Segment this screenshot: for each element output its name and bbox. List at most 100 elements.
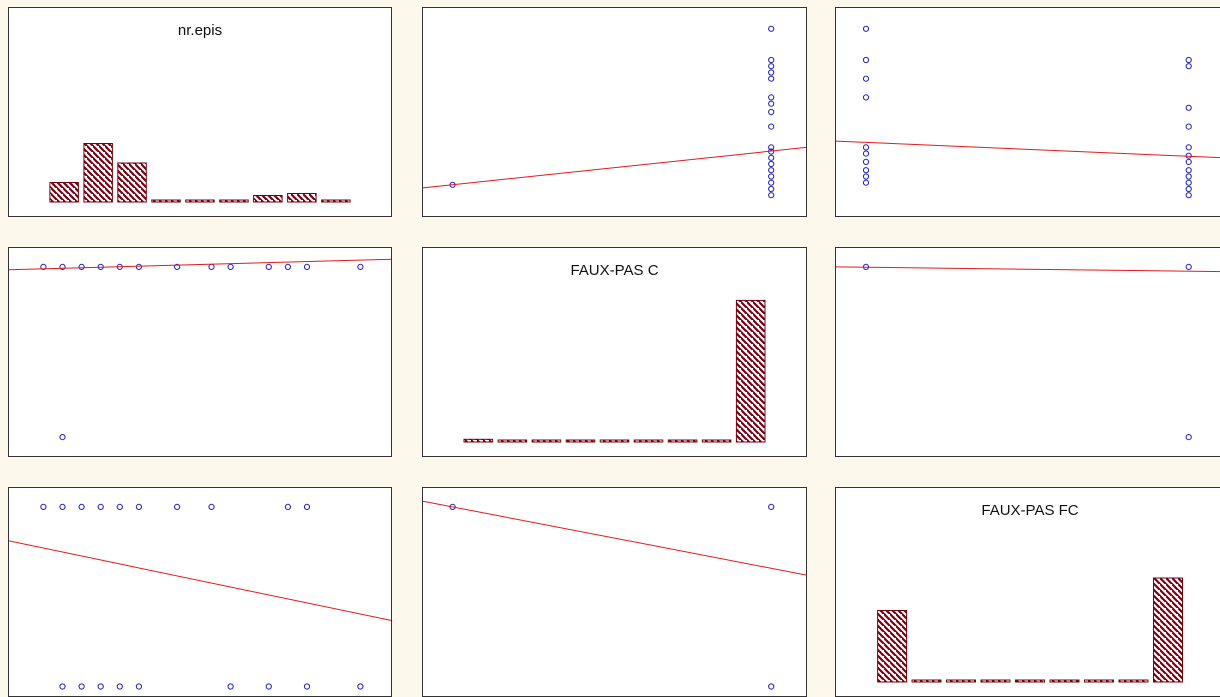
plot-canvas [9,503,391,690]
data-point [862,94,870,101]
bar-5 [185,199,215,203]
data-point [862,56,870,64]
bar-6 [219,199,249,203]
bar-5 [599,439,630,443]
data-point [40,503,47,510]
data-point [1185,123,1192,130]
fit-line [836,140,1220,159]
data-point [97,683,104,690]
data-point [78,503,85,510]
panel-r1c3 [835,7,1220,217]
data-point [40,263,47,270]
data-point [768,173,775,180]
bar-5 [1015,679,1045,683]
data-point [768,167,775,174]
panel-title: FAUX-PAS C [570,262,659,279]
data-point [768,69,775,76]
data-point [1185,179,1192,186]
data-point [135,503,142,510]
plot-canvas [463,299,766,443]
plot-canvas [836,263,1220,441]
data-point [303,503,311,510]
bar-9 [1153,577,1183,683]
data-point [862,144,870,151]
bar-8 [701,439,732,443]
bar-2 [83,143,113,203]
data-point [1185,144,1192,151]
data-point [116,683,123,690]
data-point [1185,434,1192,441]
data-point [768,179,775,186]
bar-4 [565,439,596,443]
panel-r1c1: nr.epis [8,7,392,217]
data-point [1185,185,1192,193]
fit-line [423,500,806,576]
fit-line [836,266,1220,273]
bar-2 [497,439,528,443]
data-point [768,25,775,32]
plot-canvas [877,577,1183,683]
data-point [208,503,215,510]
panel-title: nr.epis [177,22,223,39]
plot-canvas [9,258,391,441]
data-point [59,434,66,441]
data-point [768,108,775,116]
bar-1 [877,610,908,683]
data-point [78,263,85,270]
data-point [768,503,775,510]
data-point [357,683,364,690]
bar-9 [321,199,351,203]
panel-r2c2: FAUX-PAS C [422,247,807,457]
data-point [768,185,775,193]
bar-4 [151,199,181,203]
data-point [768,75,775,82]
data-point [135,683,142,690]
data-point [862,167,870,174]
data-point [1185,173,1192,180]
bar-3 [946,679,976,683]
data-point [59,683,66,690]
bar-1 [463,438,494,443]
bar-3 [117,162,147,203]
fit-line [9,258,391,271]
panel-r3c1 [8,487,392,697]
data-point [78,683,85,690]
data-point [862,25,870,32]
data-point [227,263,234,270]
data-point [1185,263,1192,270]
data-point [768,123,775,130]
panel-r2c1 [8,247,392,457]
bar-1 [49,182,79,203]
panel-r1c2 [422,7,807,217]
data-point [208,263,215,270]
data-point [284,503,291,510]
data-point [1185,104,1192,111]
data-point [135,263,142,270]
panel-r2c3 [835,247,1220,457]
data-point [1185,192,1192,199]
data-point [59,263,66,270]
bar-2 [911,679,942,683]
bar-7 [1084,679,1114,683]
bar-4 [980,679,1011,683]
bar-6 [633,439,664,443]
panel-title: FAUX-PAS FC [981,502,1079,519]
data-point [59,503,66,510]
fit-line [423,146,806,189]
data-point [284,263,291,270]
data-point [768,154,775,161]
data-point [97,503,104,510]
data-point [862,158,870,165]
data-point [768,160,775,168]
data-point [1185,63,1192,70]
data-point [768,683,775,690]
data-point [862,179,870,186]
data-point [1185,158,1192,165]
data-point [1185,167,1192,174]
plot-canvas [49,143,351,203]
data-point [862,150,870,157]
data-point [768,56,775,64]
data-point [174,503,181,510]
panel-r3c3: FAUX-PAS FC [835,487,1220,697]
plot-canvas [423,500,806,690]
